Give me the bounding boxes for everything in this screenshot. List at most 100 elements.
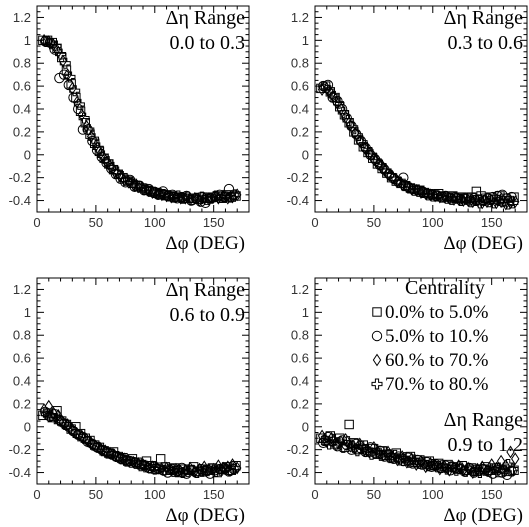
- data-point: [102, 156, 114, 168]
- data-point: [375, 159, 387, 171]
- data-point: [191, 467, 203, 479]
- annotation-title: Δη Range: [166, 279, 246, 301]
- data-point: [488, 463, 500, 475]
- y-tick-label: 0.8: [291, 328, 309, 343]
- data-point: [97, 150, 109, 162]
- data-point: [360, 141, 369, 155]
- data-point: [111, 166, 123, 178]
- data-point: [45, 38, 57, 50]
- data-point: [88, 133, 100, 145]
- data-point: [177, 467, 189, 479]
- y-tick-label: 0.4: [13, 374, 31, 389]
- data-point: [332, 95, 341, 109]
- data-point: [422, 189, 434, 201]
- x-tick-label: 100: [144, 487, 166, 502]
- data-point: [323, 85, 335, 97]
- data-point: [80, 118, 90, 128]
- x-tick-label: 0: [311, 215, 318, 230]
- x-tick-label: 150: [481, 215, 503, 230]
- y-tick-label: 0: [302, 147, 309, 162]
- data-point: [460, 465, 472, 477]
- y-tick-label: 1: [302, 305, 309, 320]
- data-point: [366, 448, 378, 460]
- data-point: [172, 464, 184, 476]
- annotation-title: Δη Range: [444, 7, 524, 29]
- legend-entry: 70.% to 80.%: [385, 374, 489, 395]
- data-point: [364, 147, 374, 161]
- x-tick-label: 100: [144, 215, 166, 230]
- data-point: [130, 180, 142, 192]
- y-tick-label: 1.2: [13, 282, 31, 297]
- data-point: [139, 183, 151, 195]
- annotation-range: 0.6 to 0.9: [169, 304, 245, 326]
- data-point: [422, 460, 434, 472]
- x-tick-label: 150: [203, 215, 225, 230]
- data-point: [111, 451, 123, 463]
- series-diamond: [39, 33, 242, 207]
- x-axis-label: Δφ (DEG): [165, 505, 245, 526]
- data-point: [69, 85, 81, 97]
- data-point: [389, 449, 401, 461]
- legend-entry: 60.% to 70.%: [385, 350, 489, 371]
- data-point: [493, 195, 505, 207]
- data-point: [135, 460, 147, 472]
- y-tick-label: 0.2: [291, 396, 309, 411]
- data-point: [474, 197, 486, 209]
- data-point: [215, 464, 227, 476]
- data-point: [121, 455, 133, 467]
- data-point: [196, 465, 208, 477]
- y-tick-label: 0.4: [13, 102, 31, 117]
- y-tick-label: -0.2: [9, 442, 31, 457]
- data-point: [344, 419, 354, 430]
- data-point: [106, 448, 118, 460]
- annotation-title: Δη Range: [444, 409, 524, 431]
- data-point: [337, 441, 349, 453]
- y-tick-label: 1.2: [291, 282, 309, 297]
- data-point: [182, 465, 194, 477]
- data-point: [182, 191, 194, 203]
- data-point: [224, 191, 236, 203]
- data-point: [121, 174, 133, 186]
- data-point: [64, 422, 76, 434]
- y-tick-label: -0.2: [9, 170, 31, 185]
- data-point: [455, 195, 467, 207]
- annotation-range: 0.0 to 0.3: [169, 32, 245, 54]
- legend-marker-circle: [371, 330, 383, 342]
- data-point: [106, 161, 118, 173]
- data-point: [502, 198, 514, 210]
- data-point: [125, 456, 137, 468]
- data-point: [158, 189, 170, 201]
- data-point: [413, 185, 425, 197]
- data-point: [78, 112, 90, 124]
- data-point: [346, 118, 355, 132]
- data-point: [403, 182, 415, 194]
- x-tick-label: 0: [311, 487, 318, 502]
- data-point: [40, 35, 52, 47]
- data-point: [427, 459, 439, 471]
- data-point: [479, 195, 491, 207]
- x-tick-label: 100: [422, 487, 444, 502]
- data-point: [73, 103, 84, 115]
- annotation-title: Δη Range: [166, 7, 246, 29]
- data-point: [55, 48, 67, 60]
- panel-3: -0.4 -0.2 0 0.2 0.4 0.6 0.8 1 1.2 0 50 100 150 Δφ (DE…: [9, 277, 250, 526]
- data-point: [54, 45, 63, 59]
- data-point: [454, 459, 463, 473]
- legend-entry: 5.0% to 10.%: [385, 326, 489, 347]
- data-point: [380, 446, 392, 458]
- data-point: [50, 40, 62, 52]
- data-point: [40, 408, 52, 420]
- x-tick-label: 150: [203, 487, 225, 502]
- data-point: [163, 190, 175, 202]
- data-point: [186, 464, 198, 476]
- y-tick-label: -0.4: [287, 193, 309, 208]
- y-tick-label: 1.2: [291, 10, 309, 25]
- data-point: [73, 430, 85, 442]
- data-point: [417, 187, 429, 199]
- x-tick-label: 50: [367, 215, 381, 230]
- data-point: [72, 95, 82, 109]
- y-tick-label: 0.2: [13, 124, 31, 139]
- data-point: [431, 190, 443, 202]
- data-point: [403, 456, 415, 468]
- data-point: [144, 462, 156, 474]
